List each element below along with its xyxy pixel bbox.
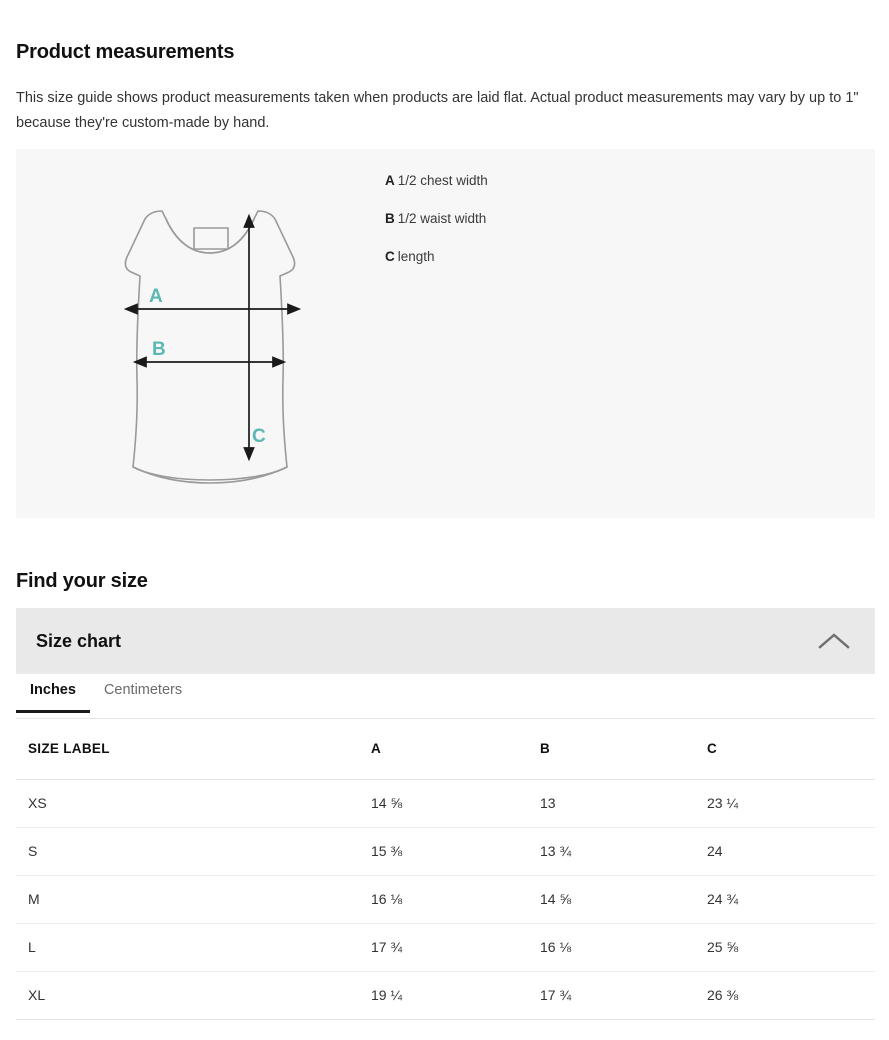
legend-label-a: 1/2 chest width: [397, 173, 488, 188]
table-row: S 15 ⅜ 13 ¾ 24: [16, 827, 875, 876]
chevron-up-icon[interactable]: [817, 630, 851, 652]
cell-c: 24: [707, 827, 875, 876]
legend-label-c: length: [397, 249, 435, 264]
svg-text:A: A: [149, 286, 163, 307]
tab-centimeters[interactable]: Centimeters: [90, 682, 196, 712]
tank-top-diagram: A B C: [123, 210, 302, 484]
cell-size-label: S: [16, 827, 371, 876]
cell-c: 25 ⅝: [707, 923, 875, 972]
legend-item-a: A 1/2 chest width: [385, 173, 765, 189]
cell-b: 13 ¾: [540, 827, 707, 876]
measurements-description: This size guide shows product measuremen…: [16, 89, 859, 131]
cell-c: 24 ¾: [707, 875, 875, 924]
legend-key-a: A: [385, 173, 395, 188]
column-header-size-label: SIZE LABEL: [16, 719, 371, 780]
legend-key-b: B: [385, 211, 395, 226]
table-row: L 17 ¾ 16 ⅛ 25 ⅝: [16, 923, 875, 972]
cell-c: 26 ⅜: [707, 971, 875, 1020]
column-header-c: C: [707, 719, 875, 780]
tab-inches[interactable]: Inches: [16, 682, 90, 713]
cell-size-label: XL: [16, 971, 371, 1020]
table-row: XS 14 ⅝ 13 23 ¼: [16, 779, 875, 828]
page-title: Product measurements: [16, 40, 235, 63]
cell-b: 16 ⅛: [540, 923, 707, 972]
legend-label-b: 1/2 waist width: [397, 211, 487, 226]
cell-b: 13: [540, 779, 707, 828]
column-header-a: A: [371, 719, 540, 780]
size-chart-accordion-header[interactable]: Size chart: [16, 608, 875, 674]
cell-a: 15 ⅜: [371, 827, 540, 876]
cell-a: 17 ¾: [371, 923, 540, 972]
column-header-b: B: [540, 719, 707, 780]
svg-text:B: B: [152, 339, 166, 360]
unit-tabs: Inches Centimeters: [16, 682, 875, 719]
table-row: M 16 ⅛ 14 ⅝ 24 ¾: [16, 875, 875, 924]
cell-size-label: XS: [16, 779, 371, 828]
size-chart-table: SIZE LABEL A B C XS 14 ⅝ 13 23 ¼ S 15 ⅜ …: [16, 719, 875, 1020]
table-header-row: SIZE LABEL A B C: [16, 719, 875, 780]
cell-a: 19 ¼: [371, 971, 540, 1020]
cell-size-label: M: [16, 875, 371, 924]
legend-item-b: B 1/2 waist width: [385, 211, 765, 227]
cell-b: 17 ¾: [540, 971, 707, 1020]
cell-a: 14 ⅝: [371, 779, 540, 828]
svg-text:C: C: [252, 426, 266, 447]
cell-a: 16 ⅛: [371, 875, 540, 924]
measurement-diagram-panel: A B C A 1/2 chest width B 1/2 waist width …: [16, 149, 875, 518]
cell-b: 14 ⅝: [540, 875, 707, 924]
cell-c: 23 ¼: [707, 779, 875, 828]
table-row: XL 19 ¼ 17 ¾ 26 ⅜: [16, 971, 875, 1020]
size-chart-title: Size chart: [36, 630, 122, 651]
cell-size-label: L: [16, 923, 371, 972]
legend-key-c: C: [385, 249, 395, 264]
find-your-size-title: Find your size: [16, 569, 148, 592]
